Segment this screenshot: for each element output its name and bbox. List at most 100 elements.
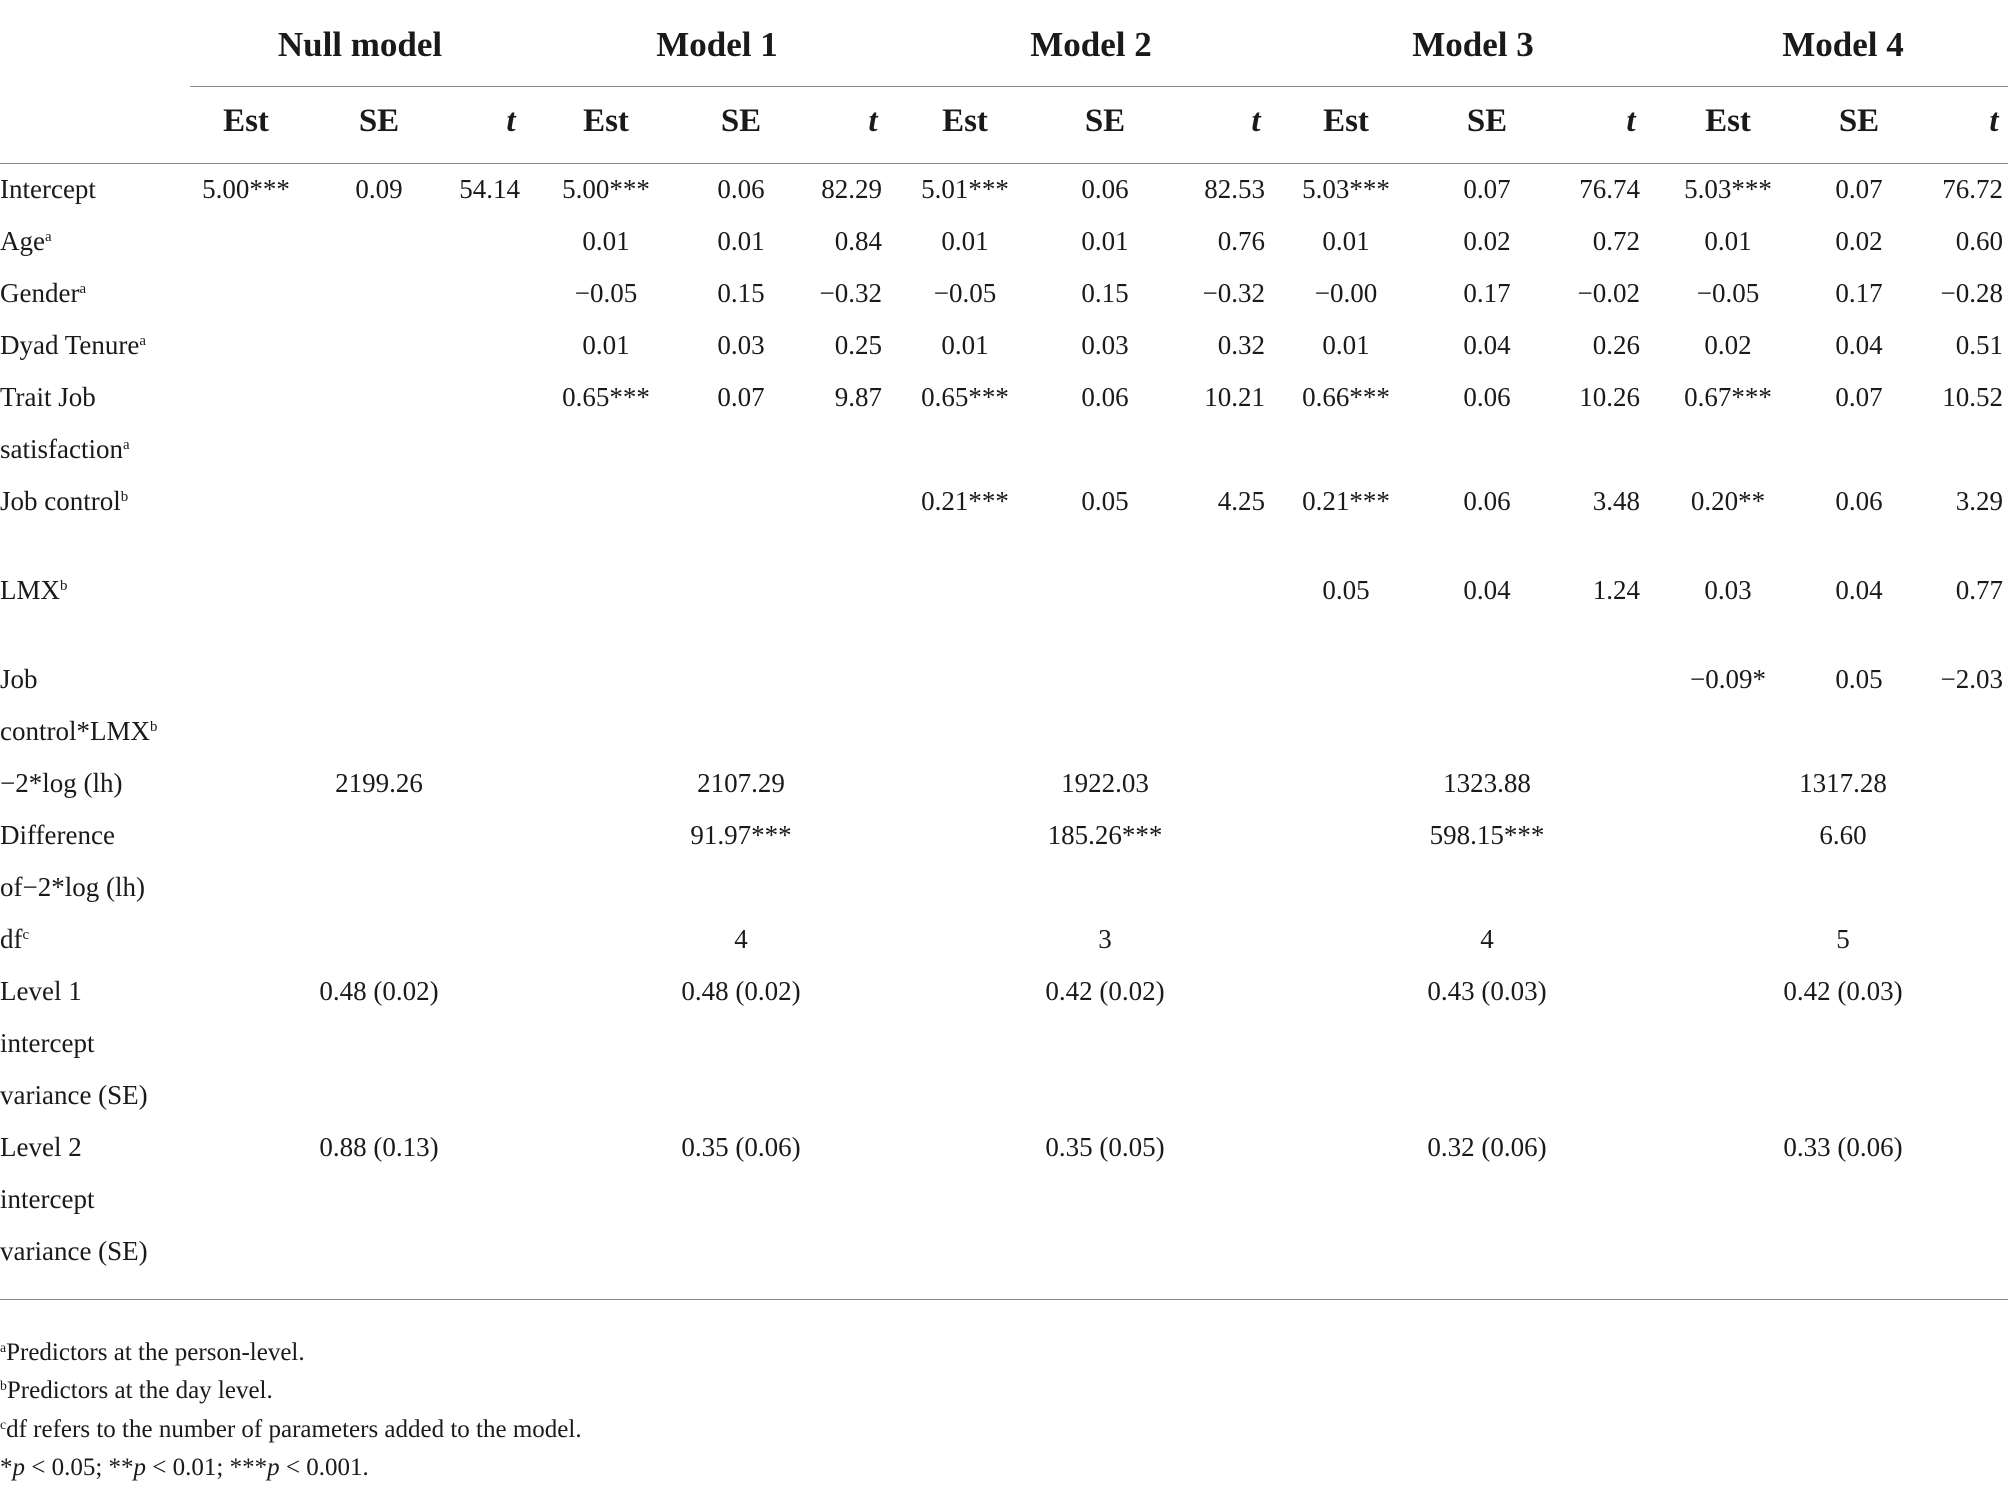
cell-est: 0.65*** bbox=[562, 382, 650, 412]
fit-value: 4 bbox=[1480, 924, 1494, 954]
cell-se: 0.09 bbox=[355, 174, 403, 204]
fit-value: 91.97*** bbox=[690, 820, 792, 850]
cell-se: 0.02 bbox=[1835, 226, 1883, 256]
fit-row-label: intercept bbox=[0, 1184, 95, 1214]
cell-est: 0.66*** bbox=[1302, 382, 1390, 412]
cell-est: 0.01 bbox=[582, 226, 630, 256]
cell-est: 0.67*** bbox=[1684, 382, 1772, 412]
cell-t: 0.84 bbox=[834, 226, 882, 256]
cell-se: 0.04 bbox=[1463, 330, 1511, 360]
stat-header-est: Est bbox=[583, 103, 629, 139]
cell-est: −0.05 bbox=[574, 278, 638, 308]
fit-value: 4 bbox=[734, 924, 748, 954]
fit-value: 1317.28 bbox=[1799, 768, 1887, 798]
row-label: Job controlb bbox=[0, 486, 129, 516]
footnote-a: aPredictors at the person-level. bbox=[0, 1339, 305, 1366]
cell-se: 0.06 bbox=[1463, 486, 1511, 516]
fit-row-label: Level 2 bbox=[0, 1132, 82, 1162]
row-label: LMXb bbox=[0, 575, 68, 605]
stat-header-se: SE bbox=[1466, 103, 1508, 139]
stat-header-se: SE bbox=[1084, 103, 1126, 139]
cell-se: 0.04 bbox=[1835, 575, 1883, 605]
cell-est: −0.09* bbox=[1690, 664, 1766, 694]
cell-est: 5.03*** bbox=[1684, 174, 1772, 204]
cell-t: 9.87 bbox=[834, 382, 882, 412]
fit-value: 0.33 (0.06) bbox=[1783, 1132, 1903, 1162]
cell-se: 0.04 bbox=[1835, 330, 1883, 360]
fit-row-label: dfc bbox=[0, 924, 30, 954]
row-label-continued: control*LMXb bbox=[0, 716, 158, 746]
cell-se: 0.05 bbox=[1081, 486, 1129, 516]
cell-est: 0.20** bbox=[1690, 486, 1766, 516]
model-header: Null model bbox=[277, 25, 443, 64]
cell-se: 0.15 bbox=[1081, 278, 1129, 308]
cell-est: 0.65*** bbox=[921, 382, 1009, 412]
cell-t: 0.26 bbox=[1592, 330, 1640, 360]
cell-t: 82.53 bbox=[1204, 174, 1265, 204]
cell-t: 54.14 bbox=[459, 174, 520, 204]
cell-est: 0.01 bbox=[941, 226, 989, 256]
cell-se: 0.07 bbox=[1835, 382, 1883, 412]
cell-se: 0.06 bbox=[1835, 486, 1883, 516]
cell-t: 76.72 bbox=[1942, 174, 2003, 204]
fit-value: 598.15*** bbox=[1429, 820, 1545, 850]
cell-t: 10.52 bbox=[1942, 382, 2003, 412]
cell-est: 5.03*** bbox=[1302, 174, 1390, 204]
cell-se: 0.03 bbox=[717, 330, 765, 360]
fit-value: 5 bbox=[1836, 924, 1850, 954]
fit-value: 2199.26 bbox=[335, 768, 423, 798]
row-label: Intercept bbox=[0, 174, 96, 204]
fit-value: 2107.29 bbox=[697, 768, 785, 798]
cell-est: 0.21*** bbox=[921, 486, 1009, 516]
cell-se: 0.01 bbox=[1081, 226, 1129, 256]
rule-table-bottom bbox=[0, 1299, 2008, 1300]
cell-se: 0.03 bbox=[1081, 330, 1129, 360]
cell-se: 0.04 bbox=[1463, 575, 1511, 605]
cell-se: 0.05 bbox=[1835, 664, 1883, 694]
footnote-b: bPredictors at the day level. bbox=[0, 1377, 273, 1404]
cell-t: −0.02 bbox=[1577, 278, 1640, 308]
cell-se: 0.06 bbox=[1081, 382, 1129, 412]
cell-t: −2.03 bbox=[1940, 664, 2003, 694]
cell-t: −0.28 bbox=[1940, 278, 2003, 308]
cell-se: 0.07 bbox=[1835, 174, 1883, 204]
cell-est: 0.01 bbox=[1322, 330, 1370, 360]
footnote-c: cdf refers to the number of parameters a… bbox=[0, 1416, 582, 1443]
fit-value: 3 bbox=[1098, 924, 1112, 954]
fit-value: 0.42 (0.02) bbox=[1045, 976, 1165, 1006]
cell-est: −0.05 bbox=[933, 278, 997, 308]
cell-est: 0.03 bbox=[1704, 575, 1752, 605]
cell-est: 5.00*** bbox=[202, 174, 290, 204]
cell-est: 0.21*** bbox=[1302, 486, 1390, 516]
stat-header-se: SE bbox=[358, 103, 400, 139]
stat-header-est: Est bbox=[1323, 103, 1369, 139]
fit-row-label: Difference bbox=[0, 820, 115, 850]
row-label: Job bbox=[0, 664, 38, 694]
fit-value: 0.48 (0.02) bbox=[681, 976, 801, 1006]
cell-t: 4.25 bbox=[1217, 486, 1265, 516]
cell-se: 0.17 bbox=[1463, 278, 1511, 308]
rule-header-bottom bbox=[0, 163, 2008, 164]
cell-t: 76.74 bbox=[1579, 174, 1640, 204]
cell-est: 5.01*** bbox=[921, 174, 1009, 204]
model-header: Model 1 bbox=[656, 25, 778, 64]
cell-est: 0.01 bbox=[582, 330, 630, 360]
fit-row-label: Level 1 bbox=[0, 976, 82, 1006]
stat-header-t: t bbox=[1251, 103, 1261, 139]
cell-se: 0.06 bbox=[717, 174, 765, 204]
fit-value: 0.43 (0.03) bbox=[1427, 976, 1547, 1006]
fit-value: 6.60 bbox=[1819, 820, 1867, 850]
cell-t: 0.72 bbox=[1592, 226, 1640, 256]
fit-row-label: variance (SE) bbox=[0, 1236, 148, 1266]
cell-t: 3.48 bbox=[1592, 486, 1640, 516]
cell-t: 0.51 bbox=[1955, 330, 2003, 360]
fit-value: 0.42 (0.03) bbox=[1783, 976, 1903, 1006]
model-header: Model 2 bbox=[1030, 25, 1152, 64]
cell-est: −0.00 bbox=[1314, 278, 1378, 308]
fit-value: 1323.88 bbox=[1443, 768, 1531, 798]
cell-t: 10.21 bbox=[1204, 382, 1265, 412]
cell-est: 0.02 bbox=[1704, 330, 1752, 360]
cell-se: 0.07 bbox=[717, 382, 765, 412]
cell-t: −0.32 bbox=[819, 278, 882, 308]
row-label: Gendera bbox=[0, 278, 87, 308]
